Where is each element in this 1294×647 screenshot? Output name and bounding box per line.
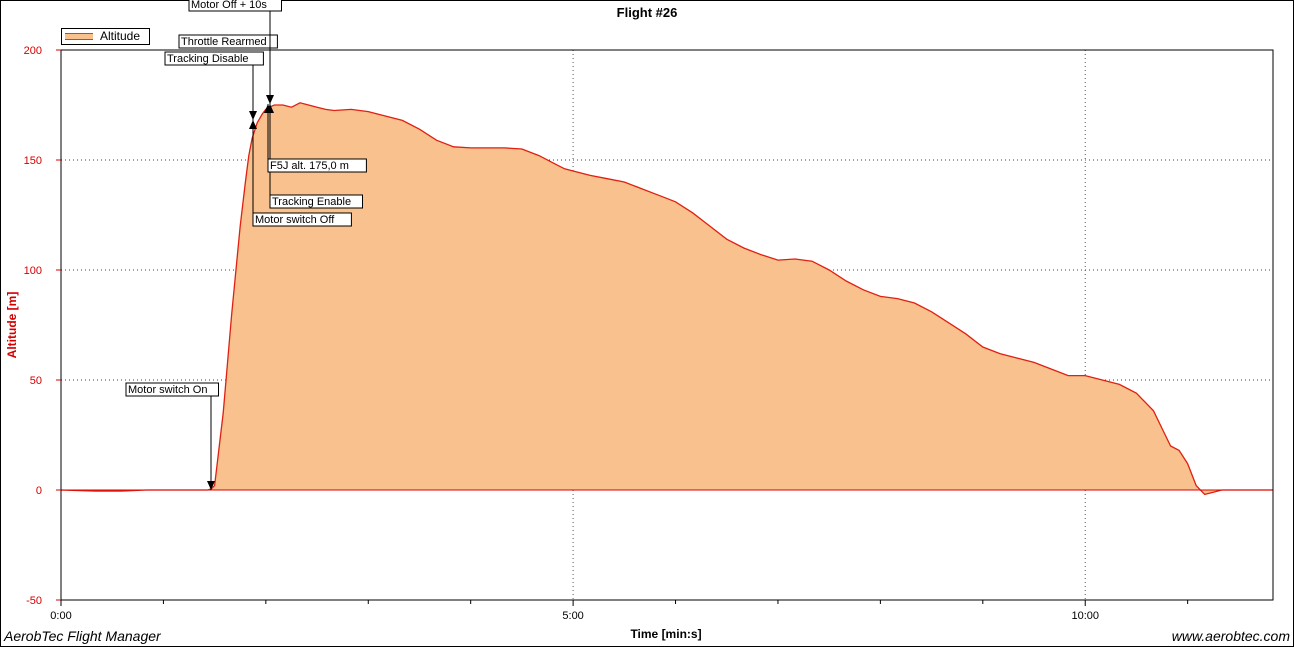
y-tick-label-50: 50 <box>30 375 42 387</box>
y-tick-label-200: 200 <box>24 45 42 57</box>
annotation: F5J alt. 175,0 m <box>264 104 367 173</box>
plot-area-border <box>60 49 1274 601</box>
legend-swatch-altitude <box>65 33 93 40</box>
annotation: Tracking Disable <box>164 51 264 120</box>
y-tick-label-100: 100 <box>24 265 42 277</box>
legend-label-altitude: Altitude <box>100 29 141 43</box>
annotation-label: F5J alt. 175,0 m <box>270 160 349 172</box>
annotation-label: Throttle Rearmed <box>181 36 267 48</box>
annotation-box <box>267 158 367 173</box>
website-footer: www.aerobtec.com <box>1171 628 1290 644</box>
annotation-box <box>188 0 282 12</box>
annotation-box <box>269 194 363 209</box>
annotation-label: Tracking Enable <box>272 196 351 208</box>
annotation: Throttle Rearmed <box>178 34 278 49</box>
legend[interactable]: Altitude <box>61 28 150 45</box>
x-axis-label: Time [min:s] <box>630 627 702 641</box>
annotation-arrowhead <box>249 111 257 120</box>
annotation: Motor switch Off <box>249 120 352 227</box>
app-name-footer: AerobTec Flight Manager <box>4 628 161 644</box>
annotation-box <box>125 382 219 397</box>
annotation-arrowhead <box>207 481 215 490</box>
annotation: Motor switch On <box>125 382 219 490</box>
altitude-series-line <box>60 102 1273 496</box>
annotation-box <box>252 212 352 227</box>
x-tick-label-5:00: 5:00 <box>562 610 583 622</box>
y-tick-label--50: -50 <box>26 595 42 607</box>
annotation-arrowhead <box>249 120 257 129</box>
annotation-label: Motor switch Off <box>255 214 335 226</box>
event-annotations: Motor switch On Tracking Disable Motor swi… <box>125 0 367 490</box>
annotation-box <box>164 51 264 66</box>
chart-title: Flight #26 <box>616 5 678 20</box>
annotation-arrowhead <box>264 104 272 113</box>
y-tick-label-0: 0 <box>36 485 42 497</box>
y-axis-label: Altitude [m] <box>5 291 19 359</box>
y-tick-label-150: 150 <box>24 155 42 167</box>
annotation-box <box>178 34 278 49</box>
altitude-area-fill <box>61 102 1273 495</box>
annotation: Motor Off + 10s <box>188 0 282 104</box>
annotation: Tracking Enable <box>266 104 363 209</box>
x-tick-label-0:00: 0:00 <box>50 610 71 622</box>
annotation-label: Motor switch On <box>128 384 207 396</box>
x-tick-label-10:00: 10:00 <box>1071 610 1099 622</box>
annotation-arrowhead <box>266 95 274 104</box>
axes: -50 0 50 100 150 200 0:00 5:00 10:00 <box>24 45 1189 622</box>
annotation-label: Tracking Disable <box>167 53 249 65</box>
annotation-label: Motor Off + 10s <box>191 0 267 11</box>
